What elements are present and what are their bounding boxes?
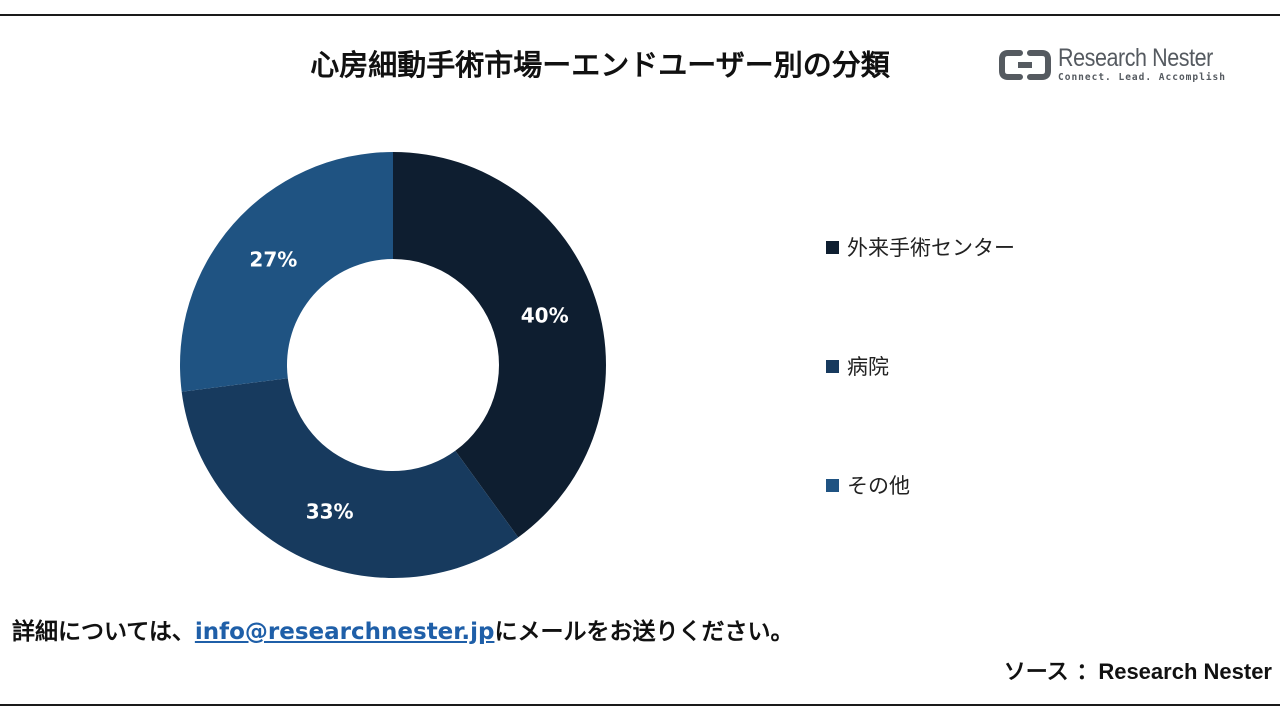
source-name: Research Nester bbox=[1098, 659, 1272, 684]
donut-slices bbox=[180, 152, 606, 578]
slice-2 bbox=[180, 152, 393, 392]
legend-item-0: 外来手術センター bbox=[826, 232, 1015, 262]
slice-1 bbox=[181, 378, 519, 578]
legend-label: その他 bbox=[847, 474, 910, 498]
legend-swatch bbox=[826, 478, 839, 492]
slice-label-2: 27% bbox=[249, 248, 297, 272]
bottom-rule bbox=[0, 704, 1280, 706]
slice-labels: 40% 33% 27% bbox=[249, 248, 568, 524]
logo-tagline: Connect. Lead. Accomplish bbox=[1058, 72, 1226, 83]
legend-item-1: 病院 bbox=[826, 351, 889, 381]
email-link[interactable]: info@researchnester.jp bbox=[194, 619, 495, 645]
chart-title: 心房細動手術市場ーエンドユーザー別の分類 bbox=[310, 48, 890, 82]
legend-swatch bbox=[826, 359, 839, 373]
slice-label-0: 40% bbox=[521, 304, 569, 328]
legend-label: 外来手術センター bbox=[847, 236, 1015, 260]
legend-item-2: その他 bbox=[826, 470, 910, 500]
top-rule bbox=[0, 14, 1280, 16]
contact-note: 詳細については、info@researchnester.jpにメールをお送りくだ… bbox=[12, 612, 793, 646]
logo-mark-icon bbox=[999, 50, 1051, 80]
legend-label: 病院 bbox=[847, 355, 889, 379]
logo-name: Research Nester bbox=[1058, 44, 1213, 72]
legend-swatch bbox=[826, 240, 839, 254]
research-nester-logo: Research Nester Connect. Lead. Accomplis… bbox=[998, 44, 1248, 88]
contact-prefix: 詳細については、 bbox=[12, 619, 195, 645]
source-label: ソース ： bbox=[1003, 660, 1099, 685]
source-credit: ソース ：Research Nester bbox=[1004, 654, 1272, 686]
contact-suffix: にメールをお送りください。 bbox=[494, 619, 794, 645]
slice-0 bbox=[393, 152, 606, 538]
slice-label-1: 33% bbox=[306, 499, 354, 523]
